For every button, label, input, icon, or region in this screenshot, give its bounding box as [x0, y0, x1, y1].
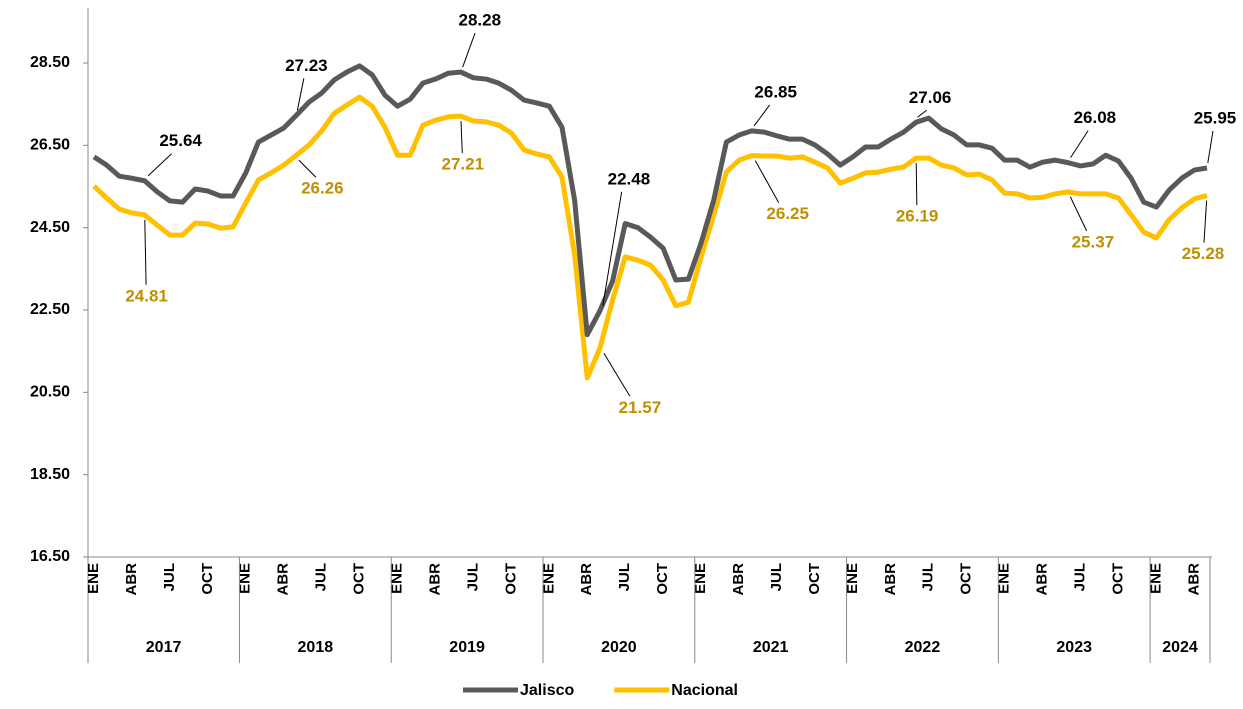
data-label: 28.28: [459, 11, 502, 30]
y-tick-label: 18.50: [30, 466, 70, 483]
leader-line: [460, 121, 463, 154]
year-label: 2024: [1162, 639, 1198, 656]
leader-line: [296, 78, 305, 111]
data-label: 26.85: [754, 82, 797, 101]
data-label: 26.25: [766, 204, 809, 223]
x-tick-label: ABR: [578, 563, 595, 596]
x-tick-label: ENE: [1147, 563, 1164, 594]
leader-line: [754, 160, 780, 203]
data-label: 24.81: [125, 286, 168, 305]
leader-line: [917, 109, 927, 118]
legend-label: Jalisco: [520, 682, 574, 699]
x-tick-label: ABR: [1034, 563, 1051, 596]
leader-line: [1069, 196, 1088, 232]
x-tick-label: JUL: [161, 563, 178, 591]
leader-line: [147, 153, 172, 177]
data-label: 22.48: [608, 169, 651, 188]
data-label: 27.21: [442, 155, 485, 174]
year-label: 2018: [298, 639, 334, 656]
series-line: [92, 63, 1208, 338]
y-tick-label: 20.50: [30, 384, 70, 401]
x-tick-label: ABR: [1185, 563, 1202, 596]
x-tick-label: ABR: [426, 563, 443, 596]
x-tick-label: ABR: [275, 563, 292, 596]
x-tick-label: ABR: [730, 563, 747, 596]
year-label: 2021: [753, 639, 789, 656]
x-tick-label: JUL: [464, 563, 481, 591]
x-tick-label: ENE: [540, 563, 557, 594]
y-tick-label: 26.50: [30, 137, 70, 154]
x-tick-label: OCT: [806, 563, 823, 595]
year-label: 2020: [601, 639, 637, 656]
data-label: 25.64: [159, 131, 202, 150]
x-tick-label: ENE: [85, 563, 102, 594]
x-tick-label: ENE: [996, 563, 1013, 594]
x-tick-label: ENE: [389, 563, 406, 594]
data-label: 25.95: [1194, 108, 1237, 127]
leader-line: [915, 163, 918, 206]
data-label: 27.23: [285, 56, 328, 75]
leader-line: [1207, 130, 1214, 164]
x-tick-label: JUL: [1071, 563, 1088, 591]
x-tick-label: ABR: [882, 563, 899, 596]
series-line: [92, 94, 1208, 381]
leader-line: [753, 104, 771, 127]
x-tick-label: ENE: [237, 563, 254, 594]
data-label: 25.37: [1072, 232, 1115, 251]
leader-line: [602, 191, 623, 306]
x-tick-label: OCT: [351, 563, 368, 595]
x-tick-label: ABR: [123, 563, 140, 596]
x-tick-label: OCT: [1109, 563, 1126, 595]
leader-line: [144, 219, 147, 285]
x-tick-label: OCT: [502, 563, 519, 595]
y-tick-label: 28.50: [30, 54, 70, 71]
leader-line: [1070, 130, 1089, 158]
x-tick-label: ENE: [844, 563, 861, 594]
x-tick-label: JUL: [616, 563, 633, 591]
leader-line: [1203, 200, 1208, 243]
data-label: 27.06: [909, 88, 952, 107]
data-label: 26.19: [896, 207, 939, 226]
y-tick-label: 22.50: [30, 301, 70, 318]
y-tick-label: 24.50: [30, 219, 70, 236]
year-label: 2017: [146, 639, 182, 656]
x-tick-label: JUL: [920, 563, 937, 591]
x-tick-label: ENE: [692, 563, 709, 594]
data-label: 25.28: [1182, 244, 1225, 263]
data-label: 21.57: [619, 398, 662, 417]
data-label: 26.08: [1074, 108, 1117, 127]
leader-line: [298, 159, 317, 178]
x-tick-label: OCT: [958, 563, 975, 595]
year-label: 2022: [905, 639, 941, 656]
leader-line: [462, 32, 476, 68]
x-tick-label: JUL: [768, 563, 785, 591]
data-label: 26.26: [301, 179, 344, 198]
leader-line: [603, 353, 631, 397]
x-tick-label: OCT: [654, 563, 671, 595]
x-tick-label: OCT: [199, 563, 216, 595]
x-tick-label: JUL: [313, 563, 330, 591]
year-label: 2019: [449, 639, 485, 656]
year-label: 2023: [1056, 639, 1092, 656]
y-tick-label: 16.50: [30, 548, 70, 565]
legend-label: Nacional: [671, 682, 738, 699]
